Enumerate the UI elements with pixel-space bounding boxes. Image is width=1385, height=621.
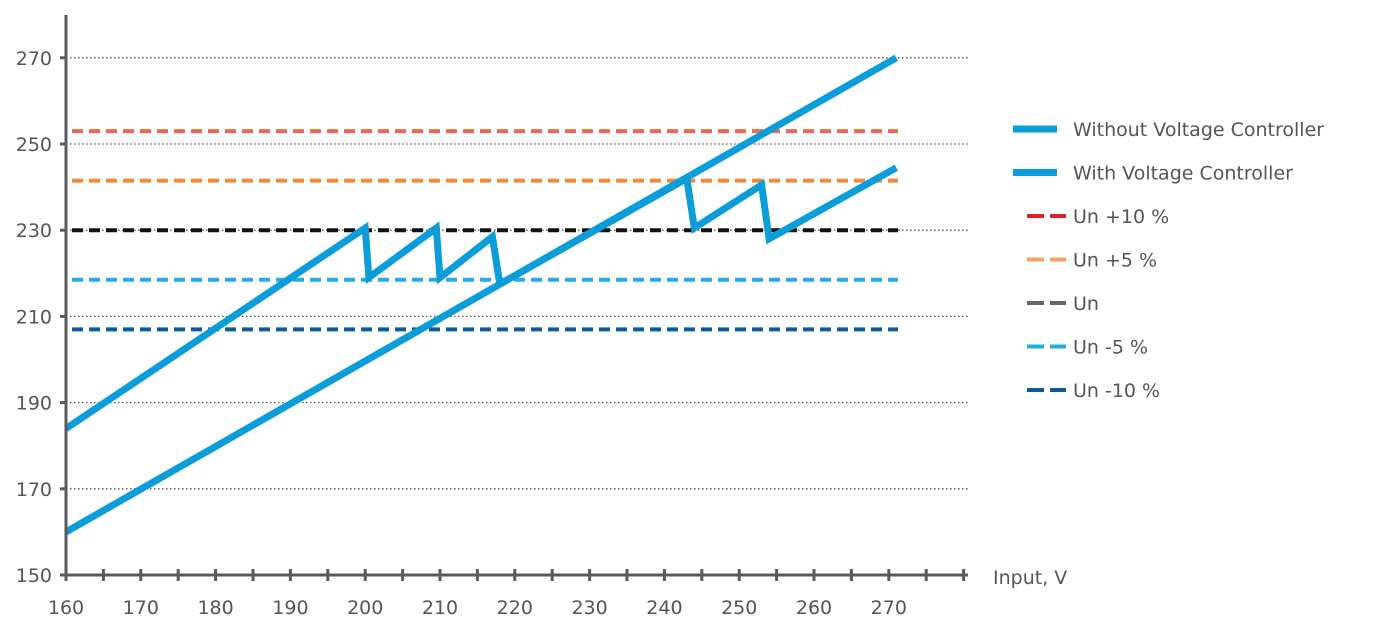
x-tick-label-170: 170 [123,597,159,617]
x-tick-label-200: 200 [347,597,383,617]
x-tick-label-180: 180 [197,597,233,617]
legend-label-ref-0: Un +10 % [1073,206,1169,228]
y-tick-label-210: 210 [16,306,52,328]
y-tick-label-150: 150 [16,565,52,587]
x-tick-label-250: 250 [721,597,757,617]
legend-label-series-0: Without Voltage Controller [1073,119,1324,141]
x-tick-label-220: 220 [497,597,533,617]
axes: 150 170 190 210 230 250 270 160 170 180 190 200 210 2… [16,15,1067,619]
x-axis-title: Input, V [993,567,1067,589]
series-line-1 [64,164,899,432]
x-tick-label-230: 230 [571,597,607,617]
legend-label-ref-2: Un [1073,293,1099,315]
x-tick-label-240: 240 [646,597,682,617]
legend-label-series-1: With Voltage Controller [1073,163,1293,185]
reference-lines [72,129,898,332]
series-line-0 [64,54,899,535]
x-tick-label-260: 260 [796,597,832,617]
y-tick-label-270: 270 [16,48,52,70]
legend: Without Voltage Controller With Voltage C… [1013,119,1324,402]
x-tick-label-160: 160 [48,597,84,617]
legend-label-ref-4: Un -10 % [1073,380,1160,402]
y-tick-label-190: 190 [16,393,52,415]
x-tick-label-190: 190 [272,597,308,617]
x-tick-label-210: 210 [422,597,458,617]
series-lines [64,54,899,535]
y-tick-label-230: 230 [16,220,52,242]
legend-label-ref-3: Un -5 % [1073,337,1148,359]
y-tick-label-170: 170 [16,479,52,501]
y-tick-label-250: 250 [16,134,52,156]
x-tick-label-270: 270 [871,597,907,617]
legend-label-ref-1: Un +5 % [1073,250,1157,272]
